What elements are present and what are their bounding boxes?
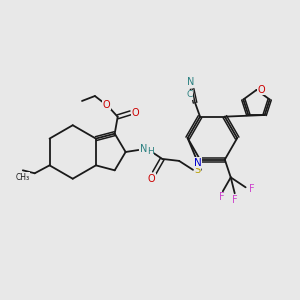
Text: C: C	[186, 90, 192, 99]
Text: F: F	[249, 184, 254, 194]
Text: N: N	[188, 77, 195, 87]
Text: N: N	[140, 144, 147, 154]
Text: S: S	[195, 165, 201, 175]
Text: O: O	[132, 108, 139, 118]
Text: N: N	[194, 158, 202, 167]
Text: H: H	[147, 148, 154, 157]
Text: O: O	[258, 85, 265, 95]
Text: CH₃: CH₃	[16, 173, 30, 182]
Text: F: F	[232, 195, 238, 205]
Text: F: F	[219, 192, 225, 202]
Text: O: O	[148, 174, 155, 184]
Text: O: O	[103, 100, 111, 110]
